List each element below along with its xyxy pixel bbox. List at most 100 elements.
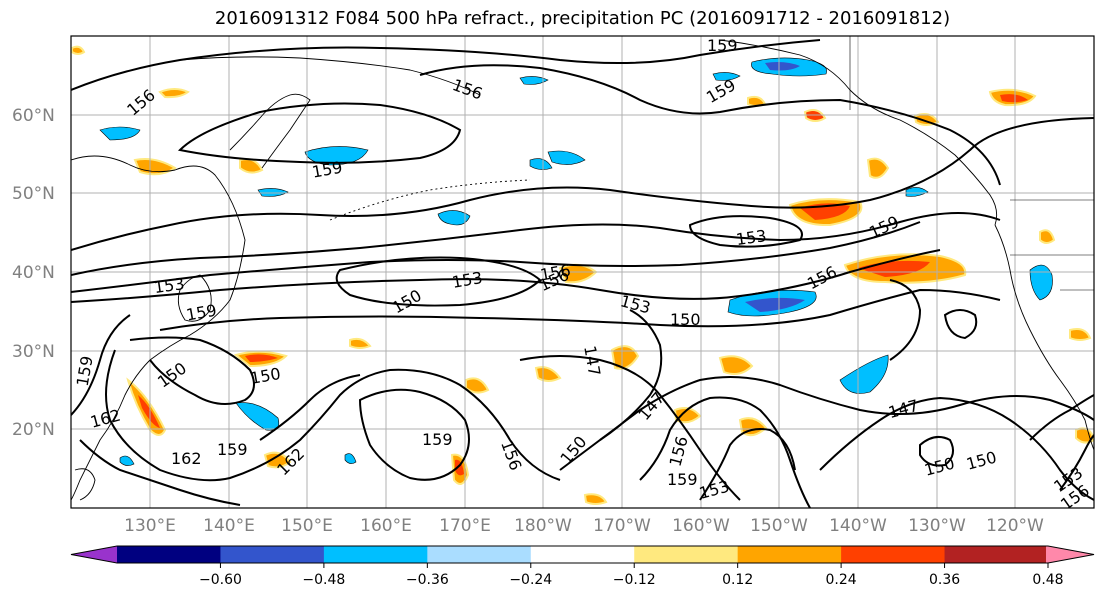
- lon-label: 160°W: [672, 516, 730, 536]
- alaska-coast: [719, 39, 998, 226]
- contour-line: [599, 309, 663, 441]
- precip-cell: [905, 187, 929, 197]
- lon-label: 140°W: [829, 516, 887, 536]
- lon-label: 160°E: [360, 516, 412, 536]
- colorbar-tick-label: −0.24: [509, 572, 552, 588]
- precip-cell: [119, 455, 135, 466]
- colorbar-tick-label: −0.60: [199, 572, 242, 588]
- precip-cell: [913, 113, 940, 126]
- contour-line: [1059, 434, 1094, 491]
- precip-cell: [712, 72, 741, 81]
- contour-line: [71, 314, 131, 416]
- contour-line: [129, 336, 255, 405]
- lat-label: 50°N: [12, 184, 55, 204]
- precip-cell: [437, 210, 471, 226]
- lon-label: 150°W: [750, 516, 808, 536]
- contour-line: [79, 439, 241, 506]
- contour-line: [519, 355, 741, 501]
- contour-line: [259, 374, 361, 441]
- siberia-coast: [179, 56, 481, 96]
- contour-line: [71, 117, 1094, 251]
- lon-label: 130°E: [124, 516, 176, 536]
- lat-label: 20°N: [12, 420, 55, 440]
- colorbar-tick-label: 0.24: [826, 572, 857, 588]
- colorbar-tick-label: 0.48: [1032, 572, 1063, 588]
- lon-label: 170°E: [439, 516, 491, 536]
- lat-label: 30°N: [12, 342, 55, 362]
- contour-label: 153: [153, 274, 186, 297]
- contour-line: [71, 249, 941, 303]
- contour-label: 159: [217, 440, 248, 459]
- colorbar: −0.60 −0.48 −0.36 −0.24 −0.12 0.12 0.24 0.36 0.4…: [70, 545, 1095, 588]
- contour-line: [889, 279, 922, 361]
- precip-cell: [745, 297, 805, 312]
- philippines: [74, 468, 96, 501]
- contour-line: [919, 435, 955, 467]
- lon-label: 150°E: [281, 516, 333, 536]
- colorbar-tick-label: −0.12: [613, 572, 656, 588]
- precip-cell: [349, 337, 372, 349]
- colorbar-swatch: [737, 546, 842, 563]
- contour-line: [105, 349, 561, 482]
- colorbar-swatch: [634, 546, 739, 563]
- precip-cell: [1039, 229, 1056, 244]
- colorbar-extend-min: [71, 546, 119, 563]
- precip-cell: [257, 188, 289, 197]
- contour-label: 162: [171, 449, 202, 468]
- contour-line: [559, 375, 1094, 471]
- graticule: [71, 36, 1094, 508]
- lon-label: 130°W: [908, 516, 966, 536]
- colorbar-swatch: [530, 546, 635, 563]
- lon-label: 180°W: [514, 516, 572, 536]
- coastlines: [71, 39, 1094, 501]
- contour-line: [639, 396, 811, 508]
- contour-line: [71, 211, 1001, 276]
- precip-cell: [344, 453, 357, 464]
- asia-coast: [71, 155, 246, 501]
- precip-cell: [529, 158, 553, 170]
- precip-cell: [245, 354, 278, 362]
- contour-line: [699, 428, 796, 501]
- precip-cell: [1069, 328, 1092, 341]
- colorbar-tick-label: −0.36: [406, 572, 449, 588]
- contour-line: [419, 64, 1001, 186]
- precip-cell: [547, 150, 586, 165]
- contours: [71, 39, 1094, 508]
- colorbar-outline: [70, 545, 1095, 564]
- precip-cell: [1000, 94, 1028, 103]
- contour-label: 159: [422, 430, 453, 449]
- lon-label: 170°W: [593, 516, 651, 536]
- precip-cell: [263, 451, 292, 469]
- lon-label: 140°E: [203, 516, 255, 536]
- contour-line: [159, 288, 1001, 331]
- japan-coast: [177, 274, 212, 322]
- lat-label: 60°N: [12, 106, 55, 126]
- contour-label: 159: [667, 470, 698, 489]
- contour-line: [819, 396, 1094, 501]
- colorbar-swatch: [841, 546, 946, 563]
- precip-cell: [71, 45, 86, 55]
- precip-cell: [718, 355, 754, 375]
- precip-cell: [765, 62, 800, 71]
- precip-cell: [465, 377, 490, 394]
- colorbar-tick-label: 0.12: [722, 572, 753, 588]
- lat-label: 40°N: [12, 263, 55, 283]
- contour-line: [1029, 394, 1094, 441]
- lon-label: 120°W: [986, 516, 1044, 536]
- colorbar-extend-max: [1046, 546, 1094, 563]
- colorbar-swatch: [944, 546, 1049, 563]
- na-west-coast: [994, 224, 1094, 451]
- map-area: 156 159 156 159 156 159 153 159 150 153 …: [71, 36, 1094, 508]
- precip-cell: [839, 354, 889, 394]
- contour-label: 153: [735, 226, 768, 249]
- kamchatka-coast: [229, 93, 311, 169]
- precip-cell: [1029, 264, 1053, 301]
- contour-line: [71, 39, 821, 91]
- latitude-axis: 60°N 50°N 40°N 30°N 20°N: [12, 106, 55, 440]
- contour-label: 150: [670, 310, 701, 329]
- contour-line: [177, 102, 462, 164]
- colorbar-tick-label: −0.48: [302, 572, 345, 588]
- precip-cell: [583, 493, 608, 505]
- longitude-axis: 130°E 140°E 150°E 160°E 170°E 180°W 170°…: [124, 516, 1044, 536]
